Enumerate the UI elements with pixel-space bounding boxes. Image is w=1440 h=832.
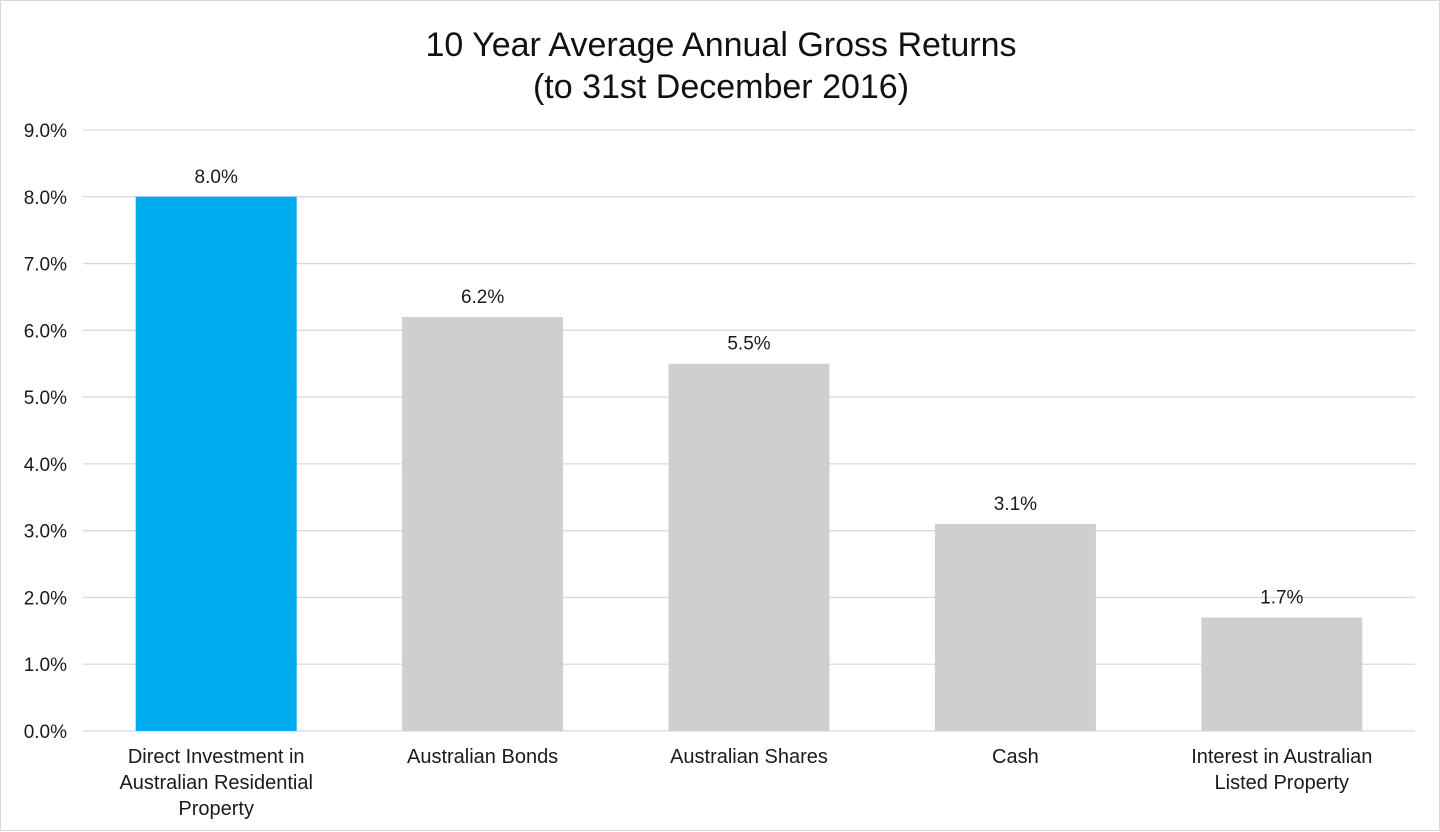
category-label: Listed Property bbox=[1215, 772, 1350, 794]
bar bbox=[934, 523, 1096, 731]
y-tick-label: 4.0% bbox=[24, 455, 67, 476]
y-tick-label: 1.0% bbox=[24, 655, 67, 676]
y-tick-label: 5.0% bbox=[24, 388, 67, 409]
y-axis-tick-labels: 0.0% 1.0% 2.0% 3.0% 4.0% 5.0% 6.0% 7.0% 8.0% 9.0% bbox=[24, 121, 67, 743]
data-label: 8.0% bbox=[195, 167, 238, 188]
category-labels: Direct Investment in Australian Residenti… bbox=[119, 746, 1372, 820]
y-tick-label: 6.0% bbox=[24, 321, 67, 342]
bar bbox=[1201, 617, 1363, 731]
data-labels: 8.0% 6.2% 5.5% 3.1% 1.7% bbox=[195, 167, 1304, 609]
category-label: Direct Investment in bbox=[128, 746, 305, 768]
y-tick-label: 3.0% bbox=[24, 522, 67, 543]
y-tick-label: 9.0% bbox=[24, 121, 67, 142]
chart-title: 10 Year Average Annual Gross Returns (to … bbox=[426, 26, 1017, 106]
chart-title-line-2: (to 31st December 2016) bbox=[533, 68, 909, 106]
bar bbox=[668, 363, 830, 731]
data-label: 1.7% bbox=[1260, 587, 1303, 608]
data-label: 3.1% bbox=[994, 494, 1037, 515]
y-tick-label: 7.0% bbox=[24, 255, 67, 276]
y-tick-label: 8.0% bbox=[24, 188, 67, 209]
bars bbox=[135, 196, 1363, 731]
bar bbox=[135, 196, 297, 731]
data-label: 5.5% bbox=[727, 334, 770, 355]
chart-title-line-1: 10 Year Average Annual Gross Returns bbox=[426, 26, 1017, 64]
y-tick-label: 2.0% bbox=[24, 588, 67, 609]
category-label: Australian Shares bbox=[670, 746, 828, 768]
category-label: Australian Residential bbox=[119, 772, 312, 794]
category-label: Property bbox=[178, 798, 254, 820]
bar bbox=[402, 316, 564, 731]
category-label: Cash bbox=[992, 746, 1039, 768]
data-label: 6.2% bbox=[461, 287, 504, 308]
y-tick-label: 0.0% bbox=[24, 722, 67, 743]
category-label: Interest in Australian bbox=[1191, 746, 1372, 768]
category-label: Australian Bonds bbox=[407, 746, 558, 768]
